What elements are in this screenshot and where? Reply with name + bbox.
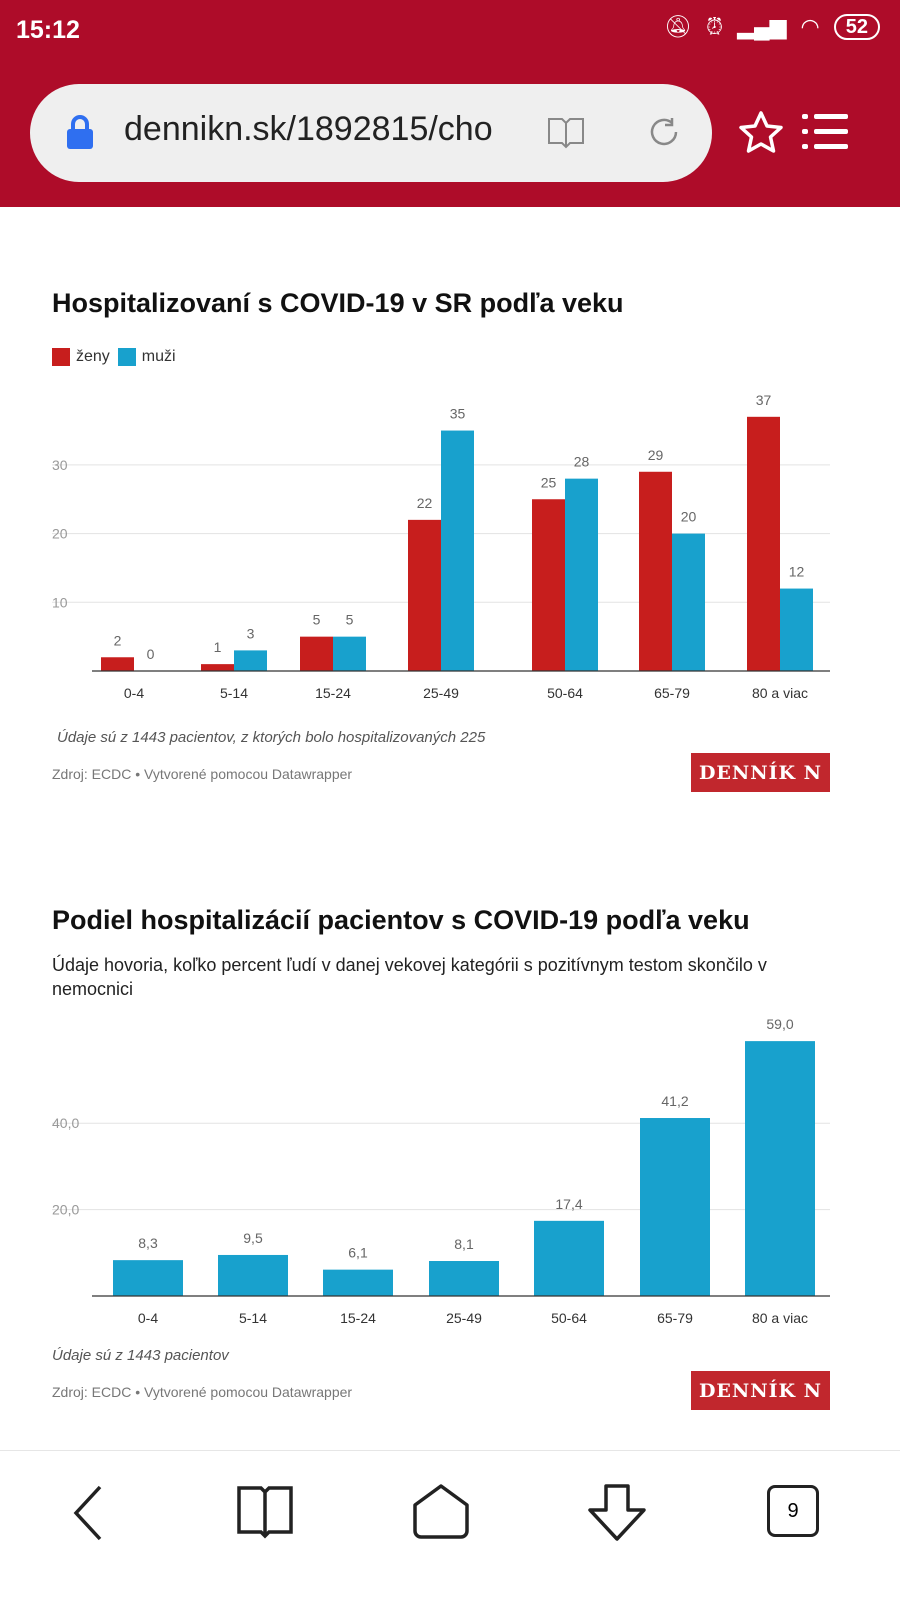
data-label: 8,1 [454, 1236, 474, 1252]
bar [408, 519, 441, 671]
home-icon[interactable] [412, 1483, 470, 1541]
bottom-nav: 9 [0, 1450, 900, 1600]
x-tick-label: 80 a viac [752, 685, 808, 701]
x-tick-label: 0-4 [138, 1310, 158, 1326]
data-label: 6,1 [348, 1245, 368, 1261]
bar [747, 416, 780, 671]
data-label: 41,2 [661, 1093, 688, 1109]
data-label: 9,5 [243, 1230, 263, 1246]
data-label: 12 [789, 564, 805, 580]
chart2-plot: 20,0 40,0 8,3 0-4 9,5 5-14 6,1 15-24 8,1 25-49 17,… [52, 1016, 830, 1326]
lock-icon [67, 115, 93, 149]
legend-label: ženy [76, 348, 110, 366]
x-tick-label: 80 a viac [752, 1310, 808, 1326]
data-label: 35 [450, 406, 466, 422]
legend-item-muzi: muži [117, 348, 176, 366]
data-label: 29 [648, 447, 664, 463]
bar [300, 636, 333, 671]
reader-icon[interactable] [546, 114, 586, 150]
chart2-title: Podiel hospitalizácií pacientov s COVID-… [52, 905, 750, 935]
bar [534, 1220, 604, 1296]
x-tick-label: 50-64 [547, 685, 583, 701]
bar [323, 1269, 393, 1296]
browser-toolbar: 15:12 🔕︎ ⏰︎ ▂▄▆ ◠ 52 dennikn.sk/1892815/… [0, 0, 900, 207]
data-label: 28 [574, 454, 590, 470]
bar [745, 1041, 815, 1296]
data-label: 5 [313, 612, 321, 628]
data-label: 37 [756, 392, 772, 408]
star-icon[interactable] [738, 110, 784, 154]
chart2-note: Údaje sú z 1443 pacientov [52, 1347, 229, 1364]
dennik-n-logo[interactable]: DENNÍK N [691, 753, 830, 792]
legend-swatch [52, 348, 70, 366]
data-label: 0 [147, 646, 155, 662]
y-tick-label: 20 [52, 526, 68, 542]
address-bar[interactable]: dennikn.sk/1892815/cho [30, 84, 712, 182]
x-tick-label: 5-14 [239, 1310, 267, 1326]
data-label: 1 [214, 639, 222, 655]
chart1-legend: ženy muži [52, 348, 176, 366]
download-icon[interactable] [586, 1483, 648, 1543]
data-label: 17,4 [555, 1196, 582, 1212]
chart1-note: Údaje sú z 1443 pacientov, z ktorých bol… [57, 729, 486, 746]
bar [201, 664, 234, 671]
bar [441, 430, 474, 671]
status-icons: 🔕︎ ⏰︎ ▂▄▆ ◠ 52 [664, 14, 880, 40]
data-label: 22 [417, 495, 433, 511]
reload-icon[interactable] [646, 114, 682, 150]
bar [639, 471, 672, 671]
chart1-source: Zdroj: ECDC • Vytvorené pomocou Datawrap… [52, 766, 353, 782]
alarm-icon: ⏰︎ [705, 14, 724, 39]
url-text[interactable]: dennikn.sk/1892815/cho [124, 110, 493, 148]
bookmarks-icon[interactable] [236, 1483, 294, 1539]
x-tick-label: 50-64 [551, 1310, 587, 1326]
data-label: 3 [247, 625, 255, 641]
bar [672, 533, 705, 671]
y-tick-label: 20,0 [52, 1202, 79, 1218]
bar [218, 1254, 288, 1296]
wifi-icon: ◠ [800, 14, 820, 39]
clock: 15:12 [16, 16, 80, 44]
data-label: 59,0 [766, 1016, 793, 1032]
data-label: 25 [541, 474, 557, 490]
bar [113, 1260, 183, 1296]
mute-icon: 🔕︎ [664, 14, 692, 39]
data-label: 2 [114, 632, 122, 648]
menu-icon[interactable] [802, 112, 850, 152]
x-tick-label: 0-4 [124, 685, 144, 701]
y-tick-label: 30 [52, 457, 68, 473]
bar [565, 478, 598, 671]
chart2-subtitle: Údaje hovoria, koľko percent ľudí v dane… [52, 955, 767, 999]
legend-item-zeny: ženy [52, 348, 110, 366]
x-tick-label: 65-79 [657, 1310, 693, 1326]
y-tick-label: 10 [52, 594, 68, 610]
legend-swatch [117, 348, 136, 366]
back-icon[interactable] [70, 1483, 110, 1543]
x-tick-label: 15-24 [315, 685, 351, 701]
data-label: 5 [346, 612, 354, 628]
x-tick-label: 25-49 [446, 1310, 482, 1326]
bar [101, 657, 134, 671]
bar [333, 636, 366, 671]
chart1-title: Hospitalizovaní s COVID-19 v SR podľa ve… [52, 288, 624, 318]
bar [640, 1118, 710, 1296]
x-tick-label: 15-24 [340, 1310, 376, 1326]
bar [429, 1261, 499, 1296]
x-tick-label: 25-49 [423, 685, 459, 701]
bar [780, 588, 813, 671]
data-label: 20 [681, 509, 697, 525]
battery-indicator: 52 [833, 14, 880, 40]
chart2-source: Zdroj: ECDC • Vytvorené pomocou Datawrap… [52, 1384, 353, 1400]
x-tick-label: 65-79 [654, 685, 690, 701]
dennik-n-logo[interactable]: DENNÍK N [691, 1371, 830, 1410]
data-label: 8,3 [138, 1235, 158, 1251]
legend-label: muži [141, 348, 176, 366]
y-tick-label: 40,0 [52, 1115, 79, 1131]
signal-icon: ▂▄▆ [737, 14, 787, 39]
bar [234, 650, 267, 671]
bar [532, 499, 565, 671]
tabs-button[interactable]: 9 [767, 1485, 819, 1537]
x-tick-label: 5-14 [220, 685, 248, 701]
